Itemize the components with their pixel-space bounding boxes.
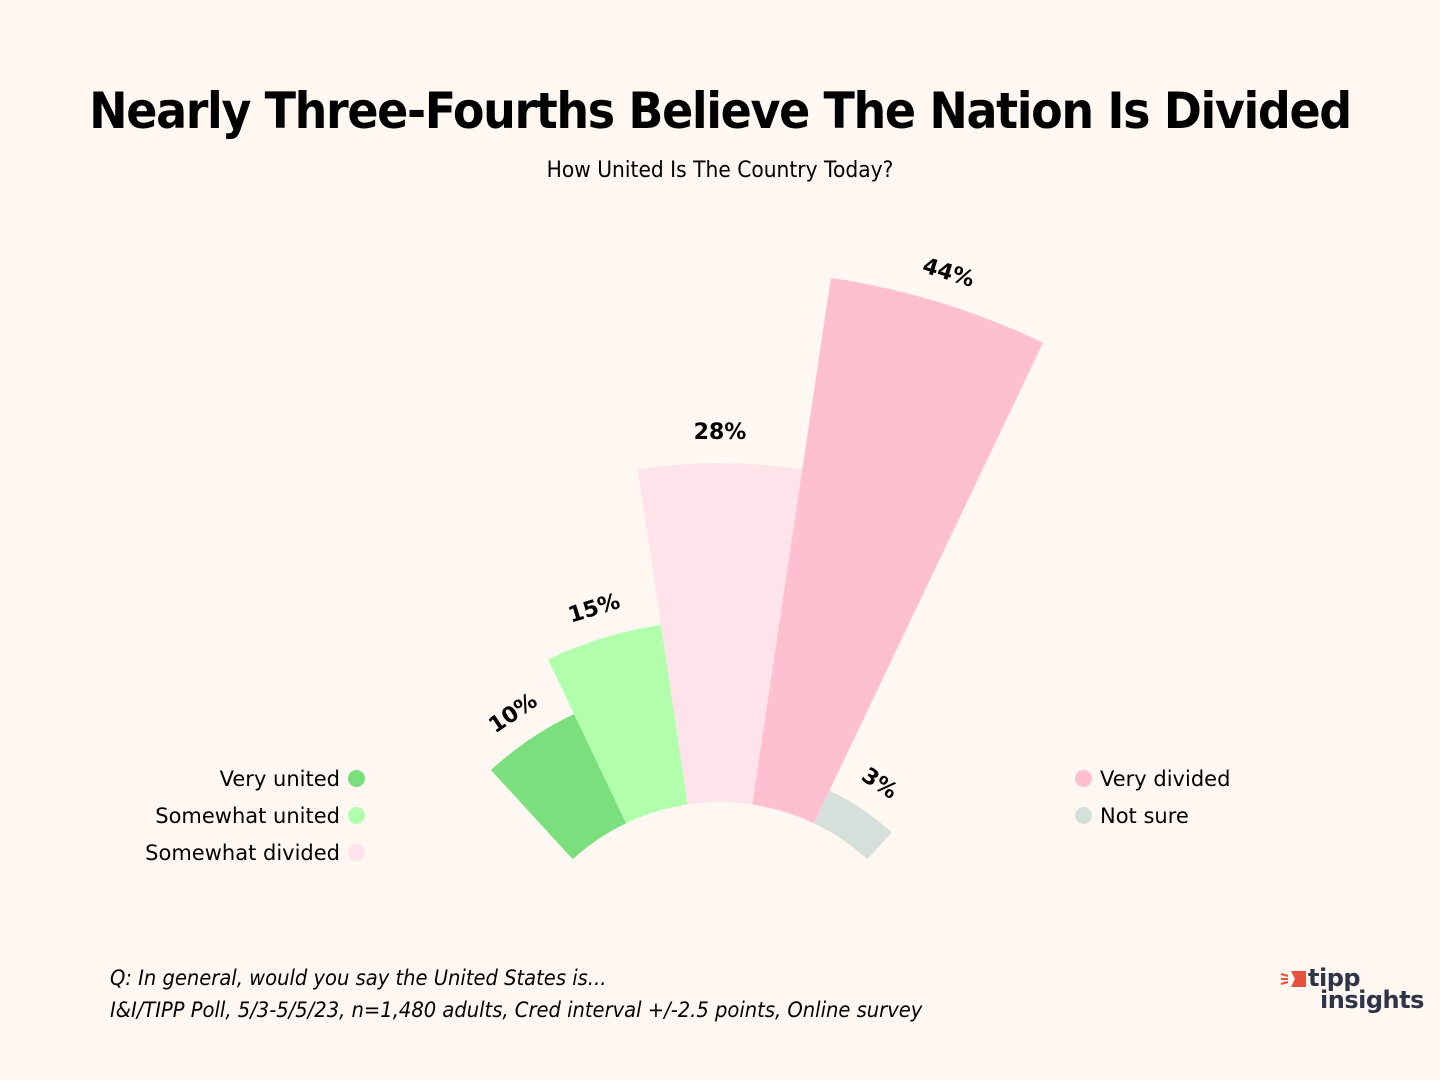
poll-source: I&I/TIPP Poll, 5/3-5/5/23, n=1,480 adult…	[110, 998, 923, 1022]
footer-notes: Q: In general, would you say the United …	[110, 962, 922, 1026]
tipp-insights-logo: tipp insights	[1280, 965, 1425, 1015]
legend-swatch-icon	[348, 844, 365, 861]
legend-label: Somewhat united	[155, 803, 340, 828]
bar-value-label: 3%	[857, 763, 902, 805]
bar-not-sure	[813, 790, 892, 860]
legend-swatch-icon	[348, 770, 365, 787]
legend-item-not-sure: Not sure	[1075, 797, 1230, 834]
logo-flag-icon	[1280, 971, 1306, 987]
bar-value-label: 28%	[694, 420, 747, 445]
legend-swatch-icon	[1075, 807, 1092, 824]
bar-somewhat-united	[548, 624, 688, 824]
bar-value-label: 10%	[485, 689, 543, 739]
legend-label: Very divided	[1100, 766, 1231, 791]
chart-title: Nearly Three-Fourths Believe The Nation …	[89, 82, 1352, 140]
legend-item-very-united: Very united	[145, 760, 365, 797]
legend-item-somewhat-united: Somewhat united	[145, 797, 365, 834]
legend-item-somewhat-divided: Somewhat divided	[145, 834, 365, 871]
logo-text-insights: insights	[1320, 986, 1424, 1014]
bar-value-label: 44%	[919, 254, 977, 293]
bar-very-united	[490, 714, 627, 860]
bar-very-divided	[752, 277, 1044, 824]
legend-label: Somewhat divided	[145, 840, 340, 865]
legend-left: Very united Somewhat united Somewhat div…	[145, 760, 365, 871]
logo-text-tipp: tipp	[1308, 964, 1361, 992]
legend-label: Not sure	[1100, 803, 1189, 828]
legend-right: Very divided Not sure	[1075, 760, 1230, 834]
legend-swatch-icon	[1075, 770, 1092, 787]
bar-value-label: 15%	[565, 589, 623, 628]
survey-question: Q: In general, would you say the United …	[110, 966, 607, 990]
chart-subtitle: How United Is The Country Today?	[546, 158, 894, 183]
bar-somewhat-divided	[637, 463, 803, 805]
legend-label: Very united	[219, 766, 340, 791]
legend-swatch-icon	[348, 807, 365, 824]
legend-item-very-divided: Very divided	[1075, 760, 1230, 797]
